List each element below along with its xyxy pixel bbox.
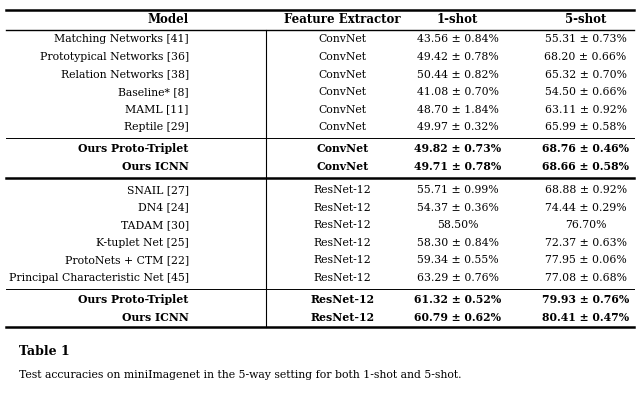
Text: K-tuplet Net [25]: K-tuplet Net [25] xyxy=(96,238,189,248)
Text: 50.44 ± 0.82%: 50.44 ± 0.82% xyxy=(417,70,499,80)
Text: ConvNet: ConvNet xyxy=(316,161,369,172)
Text: 59.34 ± 0.55%: 59.34 ± 0.55% xyxy=(417,255,499,265)
Text: ResNet-12: ResNet-12 xyxy=(314,185,371,195)
Text: 68.76 ± 0.46%: 68.76 ± 0.46% xyxy=(542,143,629,154)
Text: ResNet-12: ResNet-12 xyxy=(310,312,374,322)
Text: ResNet-12: ResNet-12 xyxy=(314,238,371,248)
Text: 55.31 ± 0.73%: 55.31 ± 0.73% xyxy=(545,35,627,45)
Text: ConvNet: ConvNet xyxy=(319,87,367,97)
Text: Relation Networks [38]: Relation Networks [38] xyxy=(61,70,189,80)
Text: Test accuracies on miniImagenet in the 5-way setting for both 1-shot and 5-shot.: Test accuracies on miniImagenet in the 5… xyxy=(19,371,461,380)
Text: Ours Proto-Triplet: Ours Proto-Triplet xyxy=(79,294,189,305)
Text: 41.08 ± 0.70%: 41.08 ± 0.70% xyxy=(417,87,499,97)
Text: 74.44 ± 0.29%: 74.44 ± 0.29% xyxy=(545,203,627,213)
Text: ResNet-12: ResNet-12 xyxy=(314,203,371,213)
Text: Table 1: Table 1 xyxy=(19,345,70,357)
Text: 54.37 ± 0.36%: 54.37 ± 0.36% xyxy=(417,203,499,213)
Text: 65.99 ± 0.58%: 65.99 ± 0.58% xyxy=(545,122,627,132)
Text: 65.32 ± 0.70%: 65.32 ± 0.70% xyxy=(545,70,627,80)
Text: Baseline* [8]: Baseline* [8] xyxy=(118,87,189,97)
Text: TADAM [30]: TADAM [30] xyxy=(121,220,189,230)
Text: MAML [11]: MAML [11] xyxy=(125,105,189,115)
Text: 79.93 ± 0.76%: 79.93 ± 0.76% xyxy=(542,294,629,305)
Text: 63.11 ± 0.92%: 63.11 ± 0.92% xyxy=(545,105,627,115)
Text: DN4 [24]: DN4 [24] xyxy=(138,203,189,213)
Text: Prototypical Networks [36]: Prototypical Networks [36] xyxy=(40,52,189,62)
Text: 49.42 ± 0.78%: 49.42 ± 0.78% xyxy=(417,52,499,62)
Text: 1-shot: 1-shot xyxy=(437,14,478,26)
Text: 54.50 ± 0.66%: 54.50 ± 0.66% xyxy=(545,87,627,97)
Text: ResNet-12: ResNet-12 xyxy=(314,273,371,283)
Text: Model: Model xyxy=(148,14,189,26)
Text: ResNet-12: ResNet-12 xyxy=(314,255,371,265)
Text: 68.88 ± 0.92%: 68.88 ± 0.92% xyxy=(545,185,627,195)
Text: 58.50%: 58.50% xyxy=(437,220,478,230)
Text: 60.79 ± 0.62%: 60.79 ± 0.62% xyxy=(414,312,501,322)
Text: Principal Characteristic Net [45]: Principal Characteristic Net [45] xyxy=(9,273,189,283)
Text: 49.71 ± 0.78%: 49.71 ± 0.78% xyxy=(414,161,501,172)
Text: 48.70 ± 1.84%: 48.70 ± 1.84% xyxy=(417,105,499,115)
Text: 68.20 ± 0.66%: 68.20 ± 0.66% xyxy=(545,52,627,62)
Text: ConvNet: ConvNet xyxy=(319,52,367,62)
Text: ResNet-12: ResNet-12 xyxy=(314,220,371,230)
Text: Ours Proto-Triplet: Ours Proto-Triplet xyxy=(79,143,189,154)
Text: 77.08 ± 0.68%: 77.08 ± 0.68% xyxy=(545,273,627,283)
Text: SNAIL [27]: SNAIL [27] xyxy=(127,185,189,195)
Text: ResNet-12: ResNet-12 xyxy=(310,294,374,305)
Text: 58.30 ± 0.84%: 58.30 ± 0.84% xyxy=(417,238,499,248)
Text: 43.56 ± 0.84%: 43.56 ± 0.84% xyxy=(417,35,499,45)
Text: Ours ICNN: Ours ICNN xyxy=(122,161,189,172)
Text: Matching Networks [41]: Matching Networks [41] xyxy=(54,35,189,45)
Text: 5-shot: 5-shot xyxy=(565,14,606,26)
Text: 61.32 ± 0.52%: 61.32 ± 0.52% xyxy=(414,294,501,305)
Text: 76.70%: 76.70% xyxy=(565,220,606,230)
Text: 49.82 ± 0.73%: 49.82 ± 0.73% xyxy=(414,143,501,154)
Text: 72.37 ± 0.63%: 72.37 ± 0.63% xyxy=(545,238,627,248)
Text: 77.95 ± 0.06%: 77.95 ± 0.06% xyxy=(545,255,627,265)
Text: ConvNet: ConvNet xyxy=(319,105,367,115)
Text: ConvNet: ConvNet xyxy=(316,143,369,154)
Text: Feature Extractor: Feature Extractor xyxy=(284,14,401,26)
Text: 63.29 ± 0.76%: 63.29 ± 0.76% xyxy=(417,273,499,283)
Text: 68.66 ± 0.58%: 68.66 ± 0.58% xyxy=(542,161,629,172)
Text: 55.71 ± 0.99%: 55.71 ± 0.99% xyxy=(417,185,499,195)
Text: ProtoNets + CTM [22]: ProtoNets + CTM [22] xyxy=(65,255,189,265)
Text: 49.97 ± 0.32%: 49.97 ± 0.32% xyxy=(417,122,499,132)
Text: Reptile [29]: Reptile [29] xyxy=(124,122,189,132)
Text: Ours ICNN: Ours ICNN xyxy=(122,312,189,322)
Text: ConvNet: ConvNet xyxy=(319,35,367,45)
Text: ConvNet: ConvNet xyxy=(319,122,367,132)
Text: 80.41 ± 0.47%: 80.41 ± 0.47% xyxy=(542,312,629,322)
Text: ConvNet: ConvNet xyxy=(319,70,367,80)
